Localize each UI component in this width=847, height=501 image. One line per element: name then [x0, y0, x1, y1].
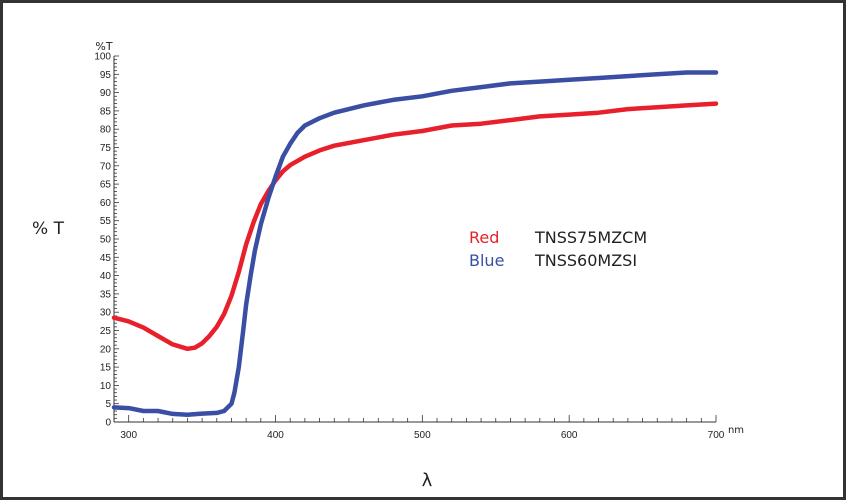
legend-series-red-product: TNSS75MZCM — [534, 228, 647, 247]
x-axis-title: λ — [422, 470, 433, 491]
axes: 0 5 10 15 20 25 30 35 40 45 50 55 60 65 70 75 80 85 90 95 10… — [94, 52, 724, 442]
y-axis-unit-label: %T — [95, 40, 112, 53]
y-tick-label: 50 — [100, 235, 112, 246]
y-tick-label: 35 — [100, 289, 112, 300]
y-tick-label: 5 — [105, 399, 111, 410]
series-layer — [111, 70, 719, 417]
y-tick-label: 80 — [100, 125, 112, 136]
y-tick-label: 15 — [100, 363, 112, 374]
y-tick-label: 0 — [105, 418, 111, 429]
legend: Red TNSS75MZCM Blue TNSS60MZSI — [469, 228, 647, 270]
y-axis-title: % T — [32, 219, 65, 239]
x-tick-label: 700 — [708, 430, 725, 441]
legend-series-blue-name: Blue — [469, 251, 504, 270]
y-tick-label: 20 — [100, 344, 112, 355]
y-tick-label: 75 — [100, 143, 112, 154]
y-tick-label: 85 — [100, 106, 112, 117]
y-tick-label: 55 — [100, 216, 112, 227]
series-line-blue — [111, 70, 719, 417]
y-tick-label: 70 — [100, 161, 112, 172]
y-tick-label: 65 — [100, 180, 112, 191]
x-tick-label: 300 — [120, 430, 137, 441]
x-tick-label: 600 — [561, 430, 578, 441]
x-axis-unit-label: nm — [728, 425, 744, 436]
y-tick-label: 10 — [100, 381, 112, 392]
y-tick-label: 40 — [100, 271, 112, 282]
y-tick-label: 95 — [100, 70, 112, 81]
y-tick-label: 25 — [100, 326, 112, 337]
series-line-red — [111, 101, 719, 352]
x-tick-label: 500 — [414, 430, 431, 441]
y-tick-label: 90 — [100, 88, 112, 99]
y-tick-label: 60 — [100, 198, 112, 209]
legend-series-blue-product: TNSS60MZSI — [534, 251, 637, 270]
y-tick-label: 30 — [100, 308, 112, 319]
y-tick-label: 45 — [100, 253, 112, 264]
x-tick-label: 400 — [267, 430, 284, 441]
y-tick-label: 100 — [94, 52, 111, 63]
legend-series-red-name: Red — [469, 228, 499, 247]
